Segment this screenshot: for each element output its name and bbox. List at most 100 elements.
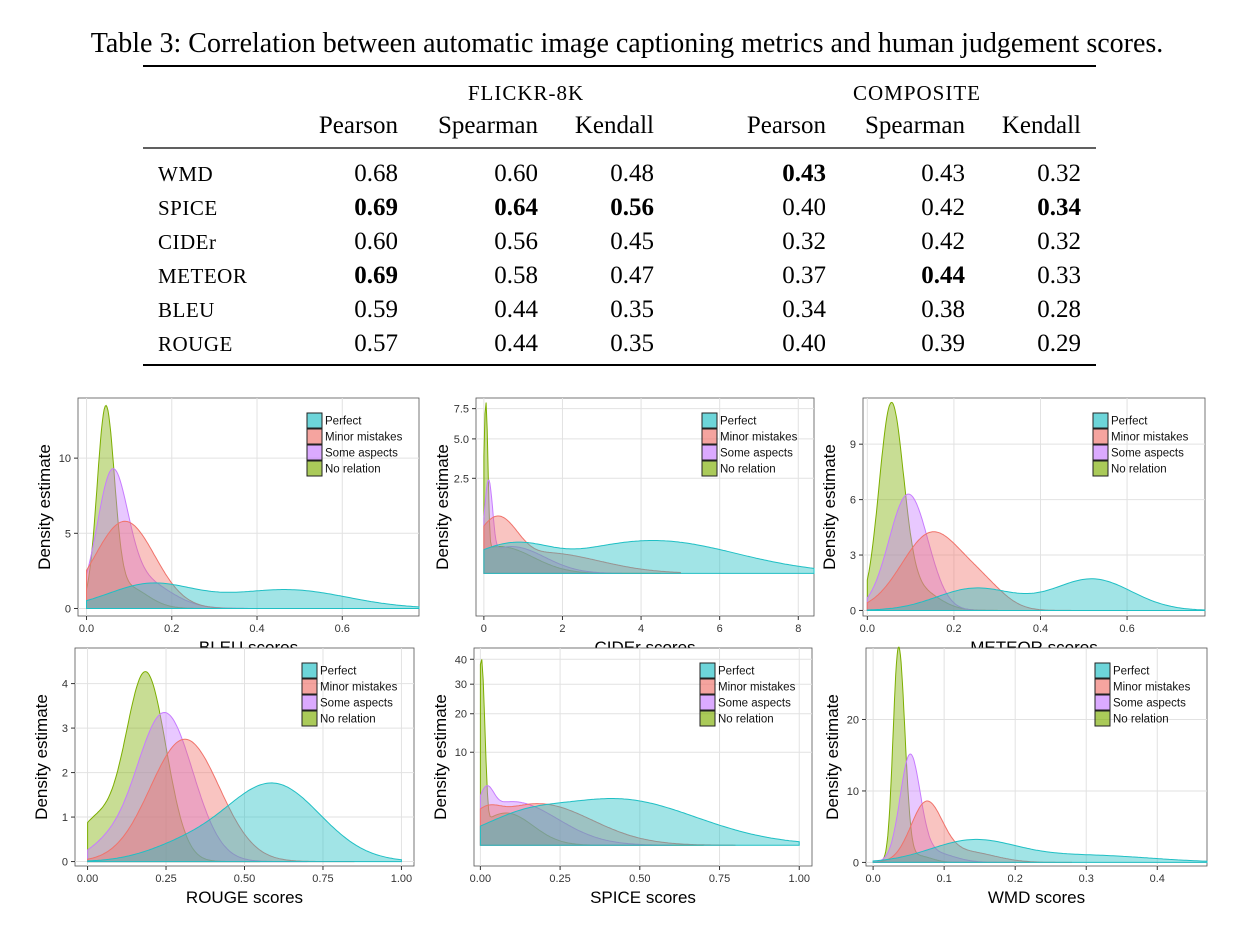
column-header: Kendall [1002, 112, 1081, 139]
row-metric: ROUGE [158, 332, 233, 356]
table-cell: 0.64 [494, 194, 538, 221]
table-cell: 0.58 [494, 262, 538, 289]
legend-swatch [1094, 710, 1111, 727]
x-tick-label: 0 [481, 623, 487, 635]
column-header: Spearman [438, 112, 538, 139]
x-tick-label: 0.00 [470, 873, 491, 885]
table-cell: 0.68 [354, 160, 398, 187]
legend-label: Minor mistakes [718, 682, 796, 694]
x-tick-label: 0.50 [629, 873, 650, 885]
table-cell: 0.37 [782, 262, 826, 289]
y-tick-label: 10 [455, 747, 467, 759]
y-axis-label: Density estimate [433, 444, 452, 570]
table-cell: 0.33 [1037, 262, 1081, 289]
table-cell: 0.34 [1037, 194, 1081, 221]
legend-swatch [699, 662, 716, 679]
table-cell: 0.40 [782, 330, 826, 357]
row-metric: SPICE [158, 196, 218, 220]
x-axis-label: SPICE scores [590, 888, 696, 907]
legend-swatch [306, 428, 323, 445]
table-cell: 0.32 [782, 228, 826, 255]
legend: Perfect Minor mistakes Some aspects No rela… [306, 412, 403, 477]
legend-swatch [301, 694, 318, 711]
plot-frame [862, 397, 1206, 617]
legend-swatch [699, 678, 716, 695]
x-tick-label: 0.25 [155, 873, 176, 885]
row-metric: BLEU [158, 298, 215, 322]
density-curves [866, 401, 1206, 611]
density-area-some-aspects [483, 479, 622, 574]
y-tick-label: 20 [847, 714, 859, 726]
density-curves [87, 671, 402, 863]
y-tick-label: 3 [850, 550, 856, 562]
density-area-perfect [87, 782, 402, 863]
group-header: FLICKR-8K [468, 81, 584, 105]
x-tick-label: 0.0 [79, 623, 94, 635]
y-axis-label: Density estimate [431, 694, 450, 820]
table-cell: 0.69 [354, 262, 398, 289]
table-cell: 0.40 [782, 194, 826, 221]
y-tick-label: 40 [455, 654, 467, 666]
x-tick-label: 4 [638, 623, 644, 635]
correlation-table: FLICKR-8K COMPOSITE Pearson Spearman Kendall… [143, 65, 1096, 366]
legend-label: No relation [325, 464, 381, 476]
legend: Perfect Minor mistakes Some aspects No rela… [1094, 662, 1191, 727]
legend-swatch [701, 412, 718, 429]
legend-label: Minor mistakes [325, 432, 403, 444]
legend-label: Some aspects [1111, 448, 1184, 460]
legend-label: No relation [1111, 464, 1167, 476]
legend-swatch [1094, 694, 1111, 711]
x-tick-label: 0.0 [860, 623, 875, 635]
plot-frame [77, 397, 420, 617]
row-metric: CIDEr [158, 230, 217, 254]
column-header: Pearson [747, 112, 827, 139]
density-plot: 0.00 0.25 0.50 0.75 1.00 0 1 2 3 4 ROUGE scores Den… [32, 647, 415, 907]
table-cell: 0.48 [610, 160, 654, 187]
x-tick-label: 8 [795, 623, 801, 635]
density-area-perfect [872, 838, 1208, 863]
x-tick-label: 6 [717, 623, 723, 635]
legend-swatch [699, 710, 716, 727]
row-metric: WMD [158, 162, 213, 186]
legend-label: Perfect [320, 666, 357, 678]
table-cell: 0.44 [494, 330, 538, 357]
density-area-perfect [86, 582, 420, 609]
legend-label: Minor mistakes [1111, 432, 1189, 444]
table-cell: 0.39 [921, 330, 965, 357]
y-tick-label: 3 [62, 723, 68, 735]
table-cell: 0.42 [921, 194, 965, 221]
legend-swatch [699, 694, 716, 711]
plot-frame [865, 647, 1208, 867]
y-axis-label: Density estimate [35, 444, 54, 570]
x-tick-label: 0.75 [312, 873, 333, 885]
legend-label: No relation [320, 714, 376, 726]
density-area-perfect [479, 798, 800, 846]
table-cell: 0.59 [354, 296, 398, 323]
y-tick-label: 4 [62, 679, 68, 691]
table-cell: 0.60 [494, 160, 538, 187]
table-cell: 0.69 [354, 194, 398, 221]
x-tick-label: 0.2 [1008, 873, 1023, 885]
x-tick-label: 1.00 [789, 873, 810, 885]
legend-label: Perfect [720, 416, 757, 428]
y-tick-label: 0 [853, 857, 859, 869]
legend-label: Minor mistakes [1113, 682, 1191, 694]
density-curves [86, 404, 420, 609]
y-tick-label: 2.5 [454, 473, 469, 485]
legend-swatch [306, 412, 323, 429]
legend-label: Perfect [718, 666, 755, 678]
legend-label: Some aspects [720, 448, 793, 460]
y-tick-label: 0 [65, 603, 71, 615]
row-metric: METEOR [158, 264, 247, 288]
density-plot: 0.00 0.25 0.50 0.75 1.00 10 20 30 40 SPICE scores… [431, 647, 813, 907]
y-tick-label: 2 [62, 768, 68, 780]
legend: Perfect Minor mistakes Some aspects No rela… [301, 662, 398, 727]
x-tick-label: 0.6 [335, 623, 350, 635]
table-cell: 0.47 [610, 262, 654, 289]
legend-swatch [301, 662, 318, 679]
density-area-perfect [866, 578, 1206, 611]
x-tick-label: 0.2 [946, 623, 961, 635]
x-axis-label: WMD scores [988, 888, 1085, 907]
column-header: Kendall [575, 112, 654, 139]
